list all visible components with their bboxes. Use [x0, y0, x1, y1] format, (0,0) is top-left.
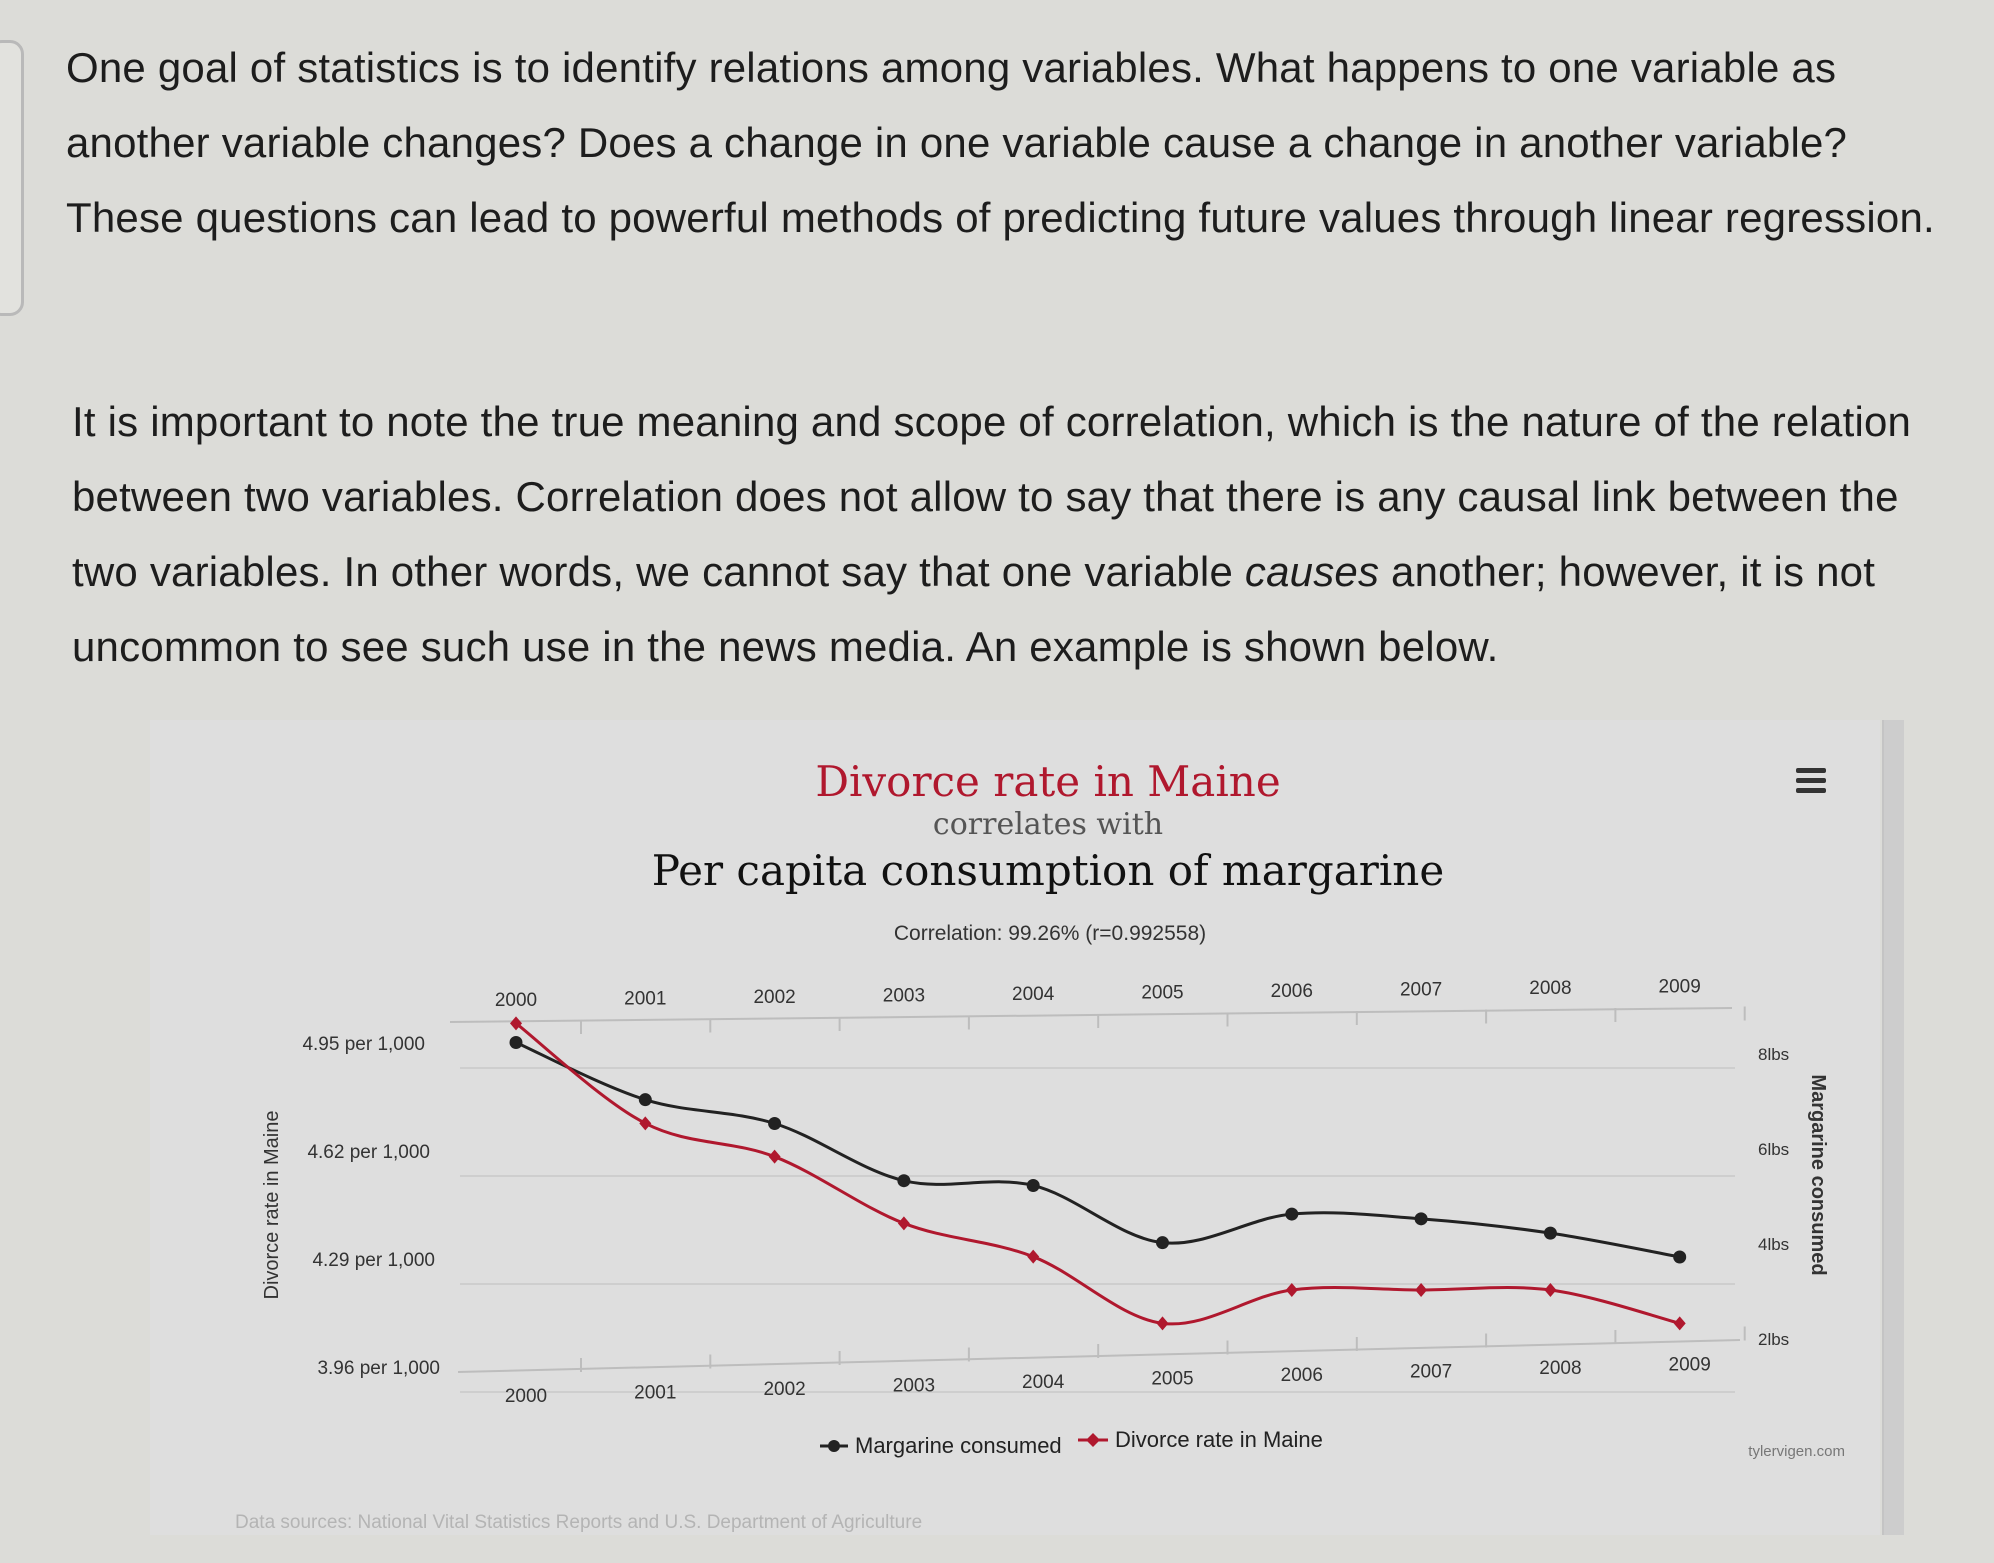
margarine-data-point[interactable] — [509, 1035, 523, 1049]
credit-link[interactable]: tylervigen.com — [1748, 1443, 1845, 1460]
top-x-tick-label: 2004 — [1012, 984, 1055, 1005]
axes: 2000 2000 2001 2001 2002 2002 2003 2003 2004 2004… — [302, 977, 1789, 1408]
series-layer — [509, 1016, 1687, 1331]
chart-title-2: Per capita consumption of margarine — [652, 846, 1444, 895]
bottom-x-tick-label: 2001 — [634, 1383, 676, 1404]
chart-scrollbar[interactable] — [1882, 720, 1904, 1535]
y-right-tick-label: 4lbs — [1758, 1235, 1789, 1254]
y-right-tick-label: 8lbs — [1758, 1045, 1789, 1064]
y-left-tick-label: 4.29 per 1,000 — [312, 1250, 435, 1271]
margarine-data-point[interactable] — [1285, 1207, 1299, 1221]
top-x-axis — [449, 1007, 1733, 1023]
top-x-tick-label: 2002 — [753, 987, 795, 1008]
bottom-x-tick-label: 2005 — [1151, 1369, 1193, 1390]
divorce-data-point[interactable] — [1673, 1316, 1686, 1331]
top-x-tick-label: 2005 — [1141, 983, 1183, 1004]
bottom-x-tick-label: 2008 — [1539, 1358, 1581, 1379]
y-left-tick-label: 3.96 per 1,000 — [317, 1358, 440, 1379]
top-x-tick-label: 2003 — [883, 986, 925, 1007]
legend: Margarine consumed Divorce rate in Maine — [820, 1427, 1323, 1458]
series-line-margarine — [515, 1041, 1680, 1259]
legend-margarine-marker — [828, 1440, 840, 1452]
data-source-note: Data sources: National Vital Statistics … — [235, 1512, 922, 1533]
bottom-x-tick-label: 2003 — [893, 1376, 935, 1397]
paragraph-2-text: It is important to note the true meaning… — [72, 384, 1972, 684]
y-right-tick-label: 2lbs — [1758, 1330, 1789, 1349]
grid-lines — [460, 1067, 1735, 1393]
y-left-tick-label: 4.62 per 1,000 — [307, 1142, 430, 1163]
chart-title: Divorce rate in Maine — [815, 757, 1280, 806]
divorce-data-point[interactable] — [1156, 1316, 1169, 1331]
margarine-data-point[interactable] — [1156, 1236, 1169, 1250]
top-x-tick-label: 2006 — [1271, 981, 1313, 1002]
y-right-tick-label: 6lbs — [1758, 1140, 1789, 1159]
chart-subtitle: correlates with — [933, 807, 1163, 842]
top-x-tick-label: 2000 — [495, 990, 537, 1011]
hamburger-menu-icon[interactable] — [1796, 768, 1826, 794]
bottom-x-tick-label: 2007 — [1410, 1362, 1452, 1383]
margarine-data-point[interactable] — [1414, 1212, 1428, 1226]
correlation-paragraph: It is important to note the true meaning… — [72, 384, 1972, 684]
bottom-x-tick-label: 2009 — [1669, 1355, 1711, 1376]
margarine-data-point[interactable] — [897, 1174, 911, 1188]
bottom-x-tick-label: 2004 — [1022, 1372, 1065, 1393]
paragraph-2-part-2: another; however, it is not uncommon to … — [72, 548, 1876, 670]
divorce-data-point[interactable] — [510, 1016, 522, 1031]
paragraph-2-emphasis: causes — [1244, 548, 1380, 595]
series-line-divorce — [515, 1022, 1681, 1326]
y-left-tick-label: 4.95 per 1,000 — [302, 1034, 425, 1055]
top-x-tick-label: 2007 — [1400, 980, 1442, 1001]
legend-margarine-label: Margarine consumed — [855, 1433, 1062, 1458]
bottom-x-tick-label: 2006 — [1281, 1365, 1323, 1386]
margarine-data-point[interactable] — [1673, 1250, 1687, 1264]
correlation-label: Correlation: 99.26% (r=0.992558) — [894, 922, 1206, 945]
y-axis-left-label: Divorce rate in Maine — [261, 1111, 283, 1300]
y-axis-right-label: Margarine consumed — [1807, 1074, 1829, 1275]
top-x-tick-label: 2008 — [1529, 978, 1571, 999]
bottom-x-tick-label: 2000 — [505, 1386, 547, 1407]
divorce-data-point[interactable] — [1415, 1283, 1428, 1297]
intro-paragraph: One goal of statistics is to identify re… — [66, 30, 1966, 255]
chart-card — [150, 720, 1880, 1535]
top-x-tick-label: 2001 — [624, 989, 666, 1010]
divorce-data-point[interactable] — [897, 1216, 910, 1231]
divorce-data-point[interactable] — [1027, 1249, 1040, 1264]
margarine-data-point[interactable] — [1543, 1226, 1557, 1240]
paragraph-1-text: One goal of statistics is to identify re… — [66, 44, 1935, 241]
divorce-data-point[interactable] — [639, 1116, 652, 1131]
top-x-tick-label: 2009 — [1659, 977, 1701, 998]
paragraph-2-part-1: It is important to note the true meaning… — [72, 398, 1912, 595]
divorce-data-point[interactable] — [1285, 1283, 1298, 1297]
divorce-data-point[interactable] — [768, 1149, 781, 1164]
margarine-data-point[interactable] — [768, 1117, 782, 1130]
legend-divorce-marker — [1086, 1433, 1100, 1447]
divorce-data-point[interactable] — [1544, 1283, 1557, 1297]
side-tab[interactable] — [0, 40, 24, 316]
bottom-x-tick-label: 2002 — [763, 1379, 805, 1400]
margarine-data-point[interactable] — [638, 1093, 652, 1107]
legend-divorce-label: Divorce rate in Maine — [1115, 1427, 1323, 1452]
margarine-data-point[interactable] — [1026, 1178, 1040, 1192]
